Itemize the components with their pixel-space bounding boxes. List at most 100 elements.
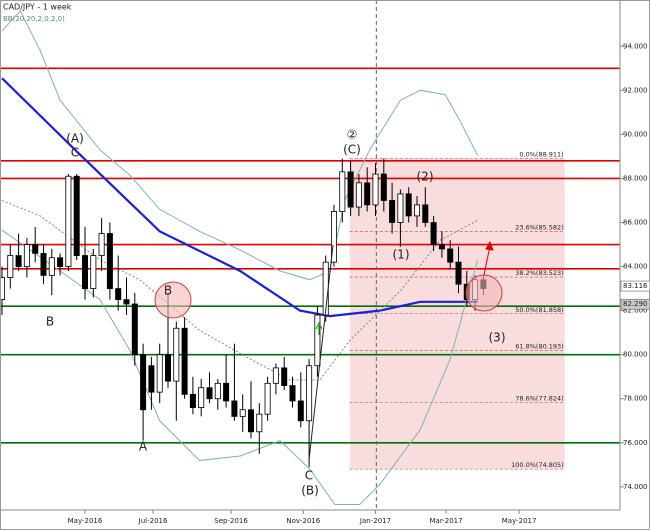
x-tick-label: Jan-2017 [359,517,391,525]
price-label: 82.290 [623,300,648,308]
candle-body [115,288,122,301]
x-tick-label: May-2017 [502,517,537,525]
wave-label: (C) [343,143,361,157]
x-tick-label: Mar-2017 [429,517,462,525]
candle-body [98,233,105,256]
candle-body [173,327,180,382]
candle-body [0,277,6,301]
candle-body [140,354,147,411]
indicator-line [1,229,479,505]
indicator-line [1,77,478,318]
y-tick-label: 86.000 [623,219,648,227]
candle-body [413,204,420,217]
candle-body [455,261,462,285]
candle-body [355,182,362,208]
candle-body [297,400,304,422]
candle-body [389,200,396,223]
candle-body [281,367,288,386]
y-tick-label: 90.000 [623,130,648,138]
candle-body [214,382,221,400]
y-tick-label: 82.000 [623,307,648,315]
wave-label: (B) [301,484,319,498]
candle-body [231,400,238,417]
indicator-line [1,10,479,281]
candle-body [347,171,354,208]
candle-body [438,244,445,250]
candle-body [397,193,404,223]
fib-label: 0.0%(88.911) [519,150,563,158]
y-tick-label: 74.000 [623,483,648,491]
wave-label: C [71,146,79,160]
y-tick-label: 94.000 [623,42,648,50]
highlight-circle [465,274,503,312]
y-tick-label: 76.000 [623,439,648,447]
candle-body [48,257,55,276]
y-tick-label: 84.000 [623,263,648,271]
candle-body [131,303,138,356]
chart-title: CAD/JPY - 1 week [3,3,72,12]
candle-body [364,182,371,206]
candle-body [181,327,188,395]
trend-line [308,244,334,461]
candle-body [156,354,163,393]
candle-body [15,255,22,267]
x-tick-label: Sep-2016 [214,517,248,525]
candle-body [40,252,47,276]
fib-label: 50.0%(81.858) [515,306,563,314]
candle-body [256,413,263,433]
candle-body [422,204,429,223]
candle-body [57,257,64,267]
x-tick-label: Nov-2016 [286,517,320,525]
candle-body [73,175,80,256]
wave-label: (3) [489,331,506,345]
candle-body [223,382,230,402]
wave-label: A [139,440,148,454]
x-tick-label: May-2016 [68,517,103,525]
candle-body [272,367,279,384]
y-tick-label: 88.000 [623,174,648,182]
fib-label: 38.2%(83.523) [515,269,563,277]
highlight-circle [154,281,192,319]
candle-body [198,387,205,408]
candle-body [23,244,30,267]
candle-body [123,299,130,305]
candle-body [90,255,97,289]
candle-body [289,385,296,402]
wave-label: (2) [417,170,434,184]
x-tick-label: Jul-2016 [138,517,168,525]
y-tick-label: 78.000 [623,395,648,403]
wave-label: B [164,284,172,298]
candle-body [65,175,72,267]
candle-body [32,244,39,254]
candle-body [7,255,14,278]
candle-body [247,409,254,433]
fib-label: 61.8%(80.193) [515,342,563,350]
candle-body [164,354,171,382]
candle-body [239,409,246,417]
candle-body [330,211,337,263]
y-tick-label: 92.000 [623,86,648,94]
candle-body [339,171,346,212]
fib-label: 23.6%(85.582) [515,224,563,232]
wave-label: C [305,469,313,483]
candle-body [372,173,379,206]
candle-body [447,248,454,263]
candle-body [380,173,387,201]
candle-body [405,193,412,217]
fib-label: 100.0%(74.805) [511,461,564,469]
candle-body [264,382,271,415]
indicator-legend: BB(20,20,2,0,2,0) [3,15,65,23]
price-label: 83.116 [623,282,648,290]
wave-label: ② [347,128,358,142]
candle-body [430,222,437,245]
price-label-box [620,280,650,292]
candle-body [189,393,196,408]
wave-label: B [46,315,54,329]
up-arrow [315,321,323,335]
candle-body [206,387,213,400]
up-arrow [483,240,494,276]
candle-body [306,365,313,422]
fib-label: 78.6%(77.824) [515,395,563,403]
